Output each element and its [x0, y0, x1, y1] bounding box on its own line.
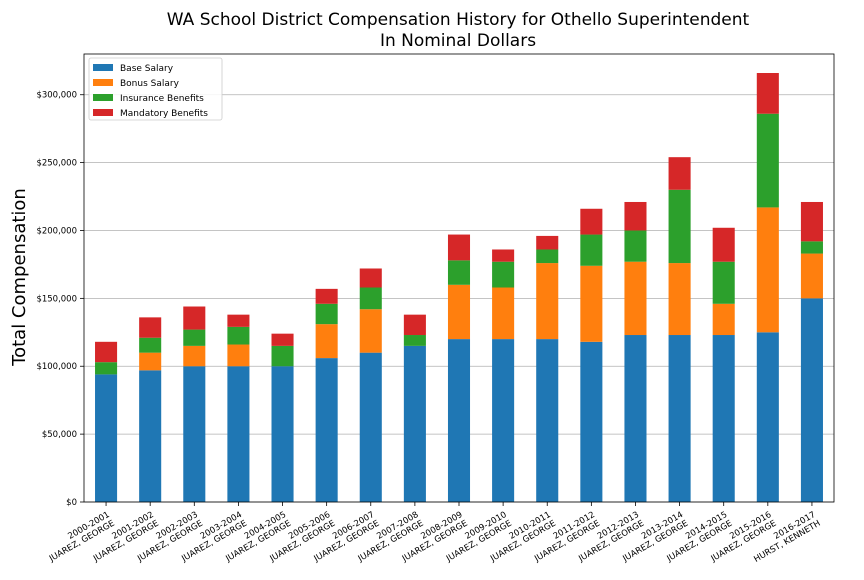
bar-mandatory-benefits — [800, 201, 823, 242]
bar-bonus-salary — [315, 324, 338, 359]
y-tick-label: $200,000 — [36, 226, 77, 236]
bar-insurance-benefits — [668, 189, 691, 264]
bar-base-salary — [800, 298, 823, 502]
bar-insurance-benefits — [447, 260, 471, 285]
bar-insurance-benefits — [271, 345, 294, 367]
y-tick-label: $150,000 — [36, 294, 77, 304]
bar-base-salary — [315, 358, 338, 502]
bar-mandatory-benefits — [95, 341, 118, 363]
bar-mandatory-benefits — [624, 201, 647, 231]
bar-base-salary — [756, 332, 779, 502]
y-tick-label: $300,000 — [36, 91, 77, 101]
bar-base-salary — [492, 339, 515, 502]
bar-insurance-benefits — [139, 337, 162, 353]
bar-bonus-salary — [712, 303, 735, 336]
bar-base-salary — [624, 335, 647, 502]
bar-insurance-benefits — [536, 249, 559, 264]
bar-bonus-salary — [536, 263, 559, 340]
y-axis-label: Total Compensation — [9, 188, 30, 367]
bar-bonus-salary — [359, 309, 382, 353]
bars — [95, 73, 823, 502]
plot-frame — [83, 53, 835, 503]
y-tick-label: $100,000 — [36, 362, 77, 372]
bar-mandatory-benefits — [359, 268, 382, 288]
bar-base-salary — [139, 370, 162, 502]
chart-subtitle: In Nominal Dollars — [380, 31, 536, 51]
legend-label: Mandatory Benefits — [120, 109, 208, 119]
y-tick-label: $50,000 — [42, 430, 77, 440]
bar-mandatory-benefits — [271, 333, 294, 346]
legend-swatch — [93, 94, 113, 101]
bar-bonus-salary — [227, 344, 250, 367]
axes — [80, 53, 835, 506]
bar-mandatory-benefits — [536, 235, 559, 250]
legend-swatch — [93, 109, 113, 116]
bar-base-salary — [271, 366, 294, 502]
legend-swatch — [93, 64, 113, 71]
bar-insurance-benefits — [800, 241, 823, 254]
bar-insurance-benefits — [95, 362, 118, 375]
bar-bonus-salary — [624, 261, 647, 336]
bar-bonus-salary — [447, 284, 471, 340]
bar-base-salary — [227, 366, 250, 502]
bar-bonus-salary — [800, 253, 823, 299]
bar-insurance-benefits — [359, 287, 382, 310]
bar-base-salary — [712, 335, 735, 502]
bar-insurance-benefits — [183, 329, 206, 346]
bar-mandatory-benefits — [447, 234, 471, 261]
y-tick-label: $250,000 — [36, 159, 77, 169]
legend-label: Insurance Benefits — [120, 94, 204, 104]
bar-mandatory-benefits — [580, 208, 603, 235]
bar-insurance-benefits — [315, 303, 338, 325]
bar-bonus-salary — [139, 352, 162, 371]
bar-base-salary — [536, 339, 559, 502]
legend: Base Salary Bonus Salary Insurance Benefit… — [88, 57, 223, 121]
bar-insurance-benefits — [756, 113, 779, 208]
bar-insurance-benefits — [712, 261, 735, 304]
legend-box — [88, 57, 223, 121]
bar-mandatory-benefits — [183, 306, 206, 330]
legend-label: Bonus Salary — [120, 79, 180, 89]
bar-insurance-benefits — [492, 261, 515, 288]
bar-base-salary — [580, 341, 603, 502]
bar-base-salary — [447, 339, 471, 502]
bar-base-salary — [668, 335, 691, 502]
legend-label: Base Salary — [120, 64, 174, 74]
y-tick-label: $0 — [66, 498, 77, 508]
bar-mandatory-benefits — [712, 227, 735, 262]
bar-insurance-benefits — [227, 326, 250, 345]
bar-base-salary — [183, 366, 206, 502]
bar-base-salary — [95, 374, 118, 502]
bar-mandatory-benefits — [492, 249, 515, 262]
bar-bonus-salary — [580, 265, 603, 342]
bar-insurance-benefits — [624, 230, 647, 262]
bar-bonus-salary — [668, 263, 691, 336]
bar-mandatory-benefits — [756, 73, 779, 114]
bar-insurance-benefits — [403, 335, 426, 346]
chart-title: WA School District Compensation History … — [167, 10, 750, 30]
bar-base-salary — [359, 352, 382, 502]
bar-bonus-salary — [183, 345, 206, 367]
bar-insurance-benefits — [580, 234, 603, 266]
bar-mandatory-benefits — [403, 314, 426, 336]
bar-bonus-salary — [492, 287, 515, 340]
bar-mandatory-benefits — [139, 317, 162, 338]
bar-base-salary — [403, 345, 426, 502]
bar-bonus-salary — [756, 207, 779, 333]
bar-mandatory-benefits — [227, 314, 250, 327]
bar-mandatory-benefits — [668, 157, 691, 190]
legend-swatch — [93, 79, 113, 86]
bar-mandatory-benefits — [315, 288, 338, 304]
